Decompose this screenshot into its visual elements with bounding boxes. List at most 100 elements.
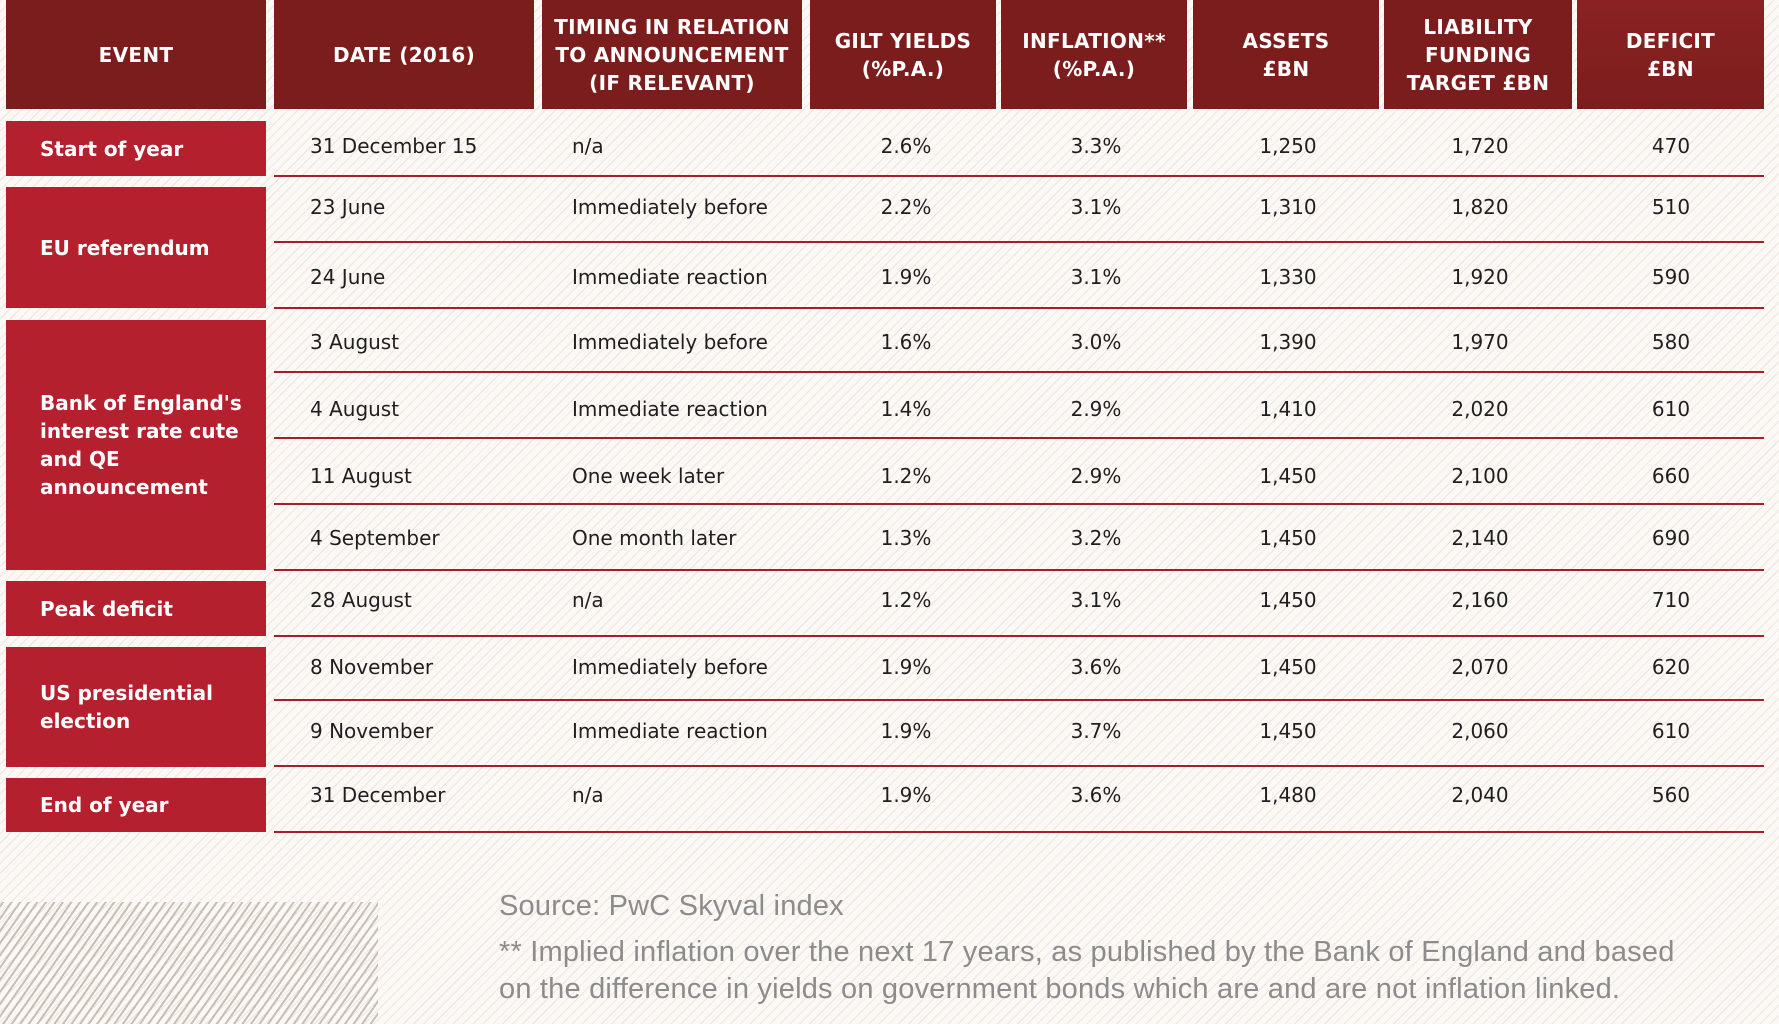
table-row: 24 June Immediate reaction 1.9% 3.1% 1,3… [274, 243, 1764, 309]
header-timing: TIMING IN RELATION TO ANNOUNCEMENT (IF R… [542, 0, 802, 109]
cell-timing: Immediately before [572, 655, 768, 679]
cell-inflation: 3.1% [1070, 265, 1122, 289]
cell-inflation: 3.7% [1070, 719, 1122, 743]
table-row: 4 August Immediate reaction 1.4% 2.9% 1,… [274, 373, 1764, 439]
event-bank-of-england: Bank of England's interest rate cute and… [6, 320, 266, 570]
cell-timing: One week later [572, 464, 725, 488]
table-row: 23 June Immediately before 2.2% 3.1% 1,3… [274, 187, 1764, 243]
cell-deficit: 590 [1651, 265, 1691, 289]
cell-gilt: 1.2% [880, 588, 932, 612]
cell-timing: One month later [572, 526, 737, 550]
cell-liability: 1,920 [1451, 265, 1509, 289]
table-row: 31 December 15 n/a 2.6% 3.3% 1,250 1,720… [274, 121, 1764, 177]
header-assets: ASSETS £BN [1193, 0, 1379, 109]
cell-gilt: 1.9% [880, 655, 932, 679]
cell-timing: n/a [572, 134, 604, 158]
cell-assets: 1,450 [1259, 588, 1317, 612]
cell-liability: 2,060 [1451, 719, 1509, 743]
cell-deficit: 690 [1651, 526, 1691, 550]
cell-assets: 1,450 [1259, 655, 1317, 679]
cell-date: 31 December [310, 783, 446, 807]
cell-liability: 2,160 [1451, 588, 1509, 612]
header-deficit: DEFICIT £BN [1577, 0, 1764, 109]
cell-gilt: 1.2% [880, 464, 932, 488]
header-gilt-yields: GILT YIELDS (%P.A.) [810, 0, 996, 109]
table-row: 31 December n/a 1.9% 3.6% 1,480 2,040 56… [274, 767, 1764, 833]
cell-deficit: 560 [1651, 783, 1691, 807]
cell-gilt: 1.4% [880, 397, 932, 421]
cell-timing: Immediate reaction [572, 719, 768, 743]
cell-gilt: 1.9% [880, 719, 932, 743]
cell-timing: Immediately before [572, 195, 768, 219]
cell-inflation: 3.1% [1070, 195, 1122, 219]
cell-gilt: 1.9% [880, 265, 932, 289]
event-peak-deficit: Peak deficit [6, 581, 266, 636]
cell-liability: 2,100 [1451, 464, 1509, 488]
cell-gilt: 2.6% [880, 134, 932, 158]
cell-timing: n/a [572, 588, 604, 612]
cell-inflation: 3.3% [1070, 134, 1122, 158]
table-row: 11 August One week later 1.2% 2.9% 1,450… [274, 439, 1764, 505]
cell-inflation: 3.1% [1070, 588, 1122, 612]
cell-assets: 1,390 [1259, 330, 1317, 354]
cell-liability: 1,720 [1451, 134, 1509, 158]
cell-date: 28 August [310, 588, 412, 612]
table-row: 28 August n/a 1.2% 3.1% 1,450 2,160 710 [274, 571, 1764, 637]
cell-gilt: 1.6% [880, 330, 932, 354]
cell-timing: Immediate reaction [572, 397, 768, 421]
event-us-election: US presidential election [6, 647, 266, 767]
decorative-hatch [0, 902, 378, 1024]
cell-inflation: 3.0% [1070, 330, 1122, 354]
header-date: DATE (2016) [274, 0, 534, 109]
cell-liability: 2,140 [1451, 526, 1509, 550]
cell-assets: 1,410 [1259, 397, 1317, 421]
cell-timing: Immediate reaction [572, 265, 768, 289]
cell-date: 24 June [310, 265, 386, 289]
cell-gilt: 2.2% [880, 195, 932, 219]
header-event: EVENT [6, 0, 266, 109]
cell-date: 11 August [310, 464, 412, 488]
cell-assets: 1,330 [1259, 265, 1317, 289]
cell-inflation: 3.6% [1070, 783, 1122, 807]
cell-assets: 1,450 [1259, 464, 1317, 488]
cell-assets: 1,310 [1259, 195, 1317, 219]
table-row: 3 August Immediately before 1.6% 3.0% 1,… [274, 320, 1764, 373]
cell-date: 9 November [310, 719, 434, 743]
cell-deficit: 620 [1651, 655, 1691, 679]
table-row: 8 November Immediately before 1.9% 3.6% … [274, 637, 1764, 701]
cell-date: 8 November [310, 655, 434, 679]
cell-liability: 1,970 [1451, 330, 1509, 354]
header-inflation: INFLATION** (%P.A.) [1001, 0, 1187, 109]
cell-liability: 2,070 [1451, 655, 1509, 679]
cell-inflation: 3.6% [1070, 655, 1122, 679]
cell-deficit: 510 [1651, 195, 1691, 219]
cell-inflation: 2.9% [1070, 464, 1122, 488]
cell-assets: 1,480 [1259, 783, 1317, 807]
cell-deficit: 610 [1651, 397, 1691, 421]
cell-date: 3 August [310, 330, 400, 354]
cell-gilt: 1.9% [880, 783, 932, 807]
cell-assets: 1,250 [1259, 134, 1317, 158]
cell-date: 31 December 15 [310, 134, 478, 158]
cell-deficit: 610 [1651, 719, 1691, 743]
cell-inflation: 2.9% [1070, 397, 1122, 421]
event-eu-referendum: EU referendum [6, 187, 266, 308]
source-note: Source: PwC Skyval index [499, 890, 844, 922]
cell-liability: 1,820 [1451, 195, 1509, 219]
cell-liability: 2,040 [1451, 783, 1509, 807]
table-row: 4 September One month later 1.3% 3.2% 1,… [274, 505, 1764, 571]
event-end-of-year: End of year [6, 778, 266, 832]
cell-deficit: 470 [1651, 134, 1691, 158]
cell-timing: Immediately before [572, 330, 768, 354]
footnote: ** Implied inflation over the next 17 ye… [499, 936, 1675, 1005]
header-liability: LIABILITY FUNDING TARGET £BN [1384, 0, 1572, 109]
cell-assets: 1,450 [1259, 526, 1317, 550]
cell-liability: 2,020 [1451, 397, 1509, 421]
cell-date: 4 September [310, 526, 440, 550]
event-start-of-year: Start of year [6, 121, 266, 176]
cell-date: 4 August [310, 397, 400, 421]
cell-inflation: 3.2% [1070, 526, 1122, 550]
cell-assets: 1,450 [1259, 719, 1317, 743]
cell-gilt: 1.3% [880, 526, 932, 550]
cell-timing: n/a [572, 783, 604, 807]
